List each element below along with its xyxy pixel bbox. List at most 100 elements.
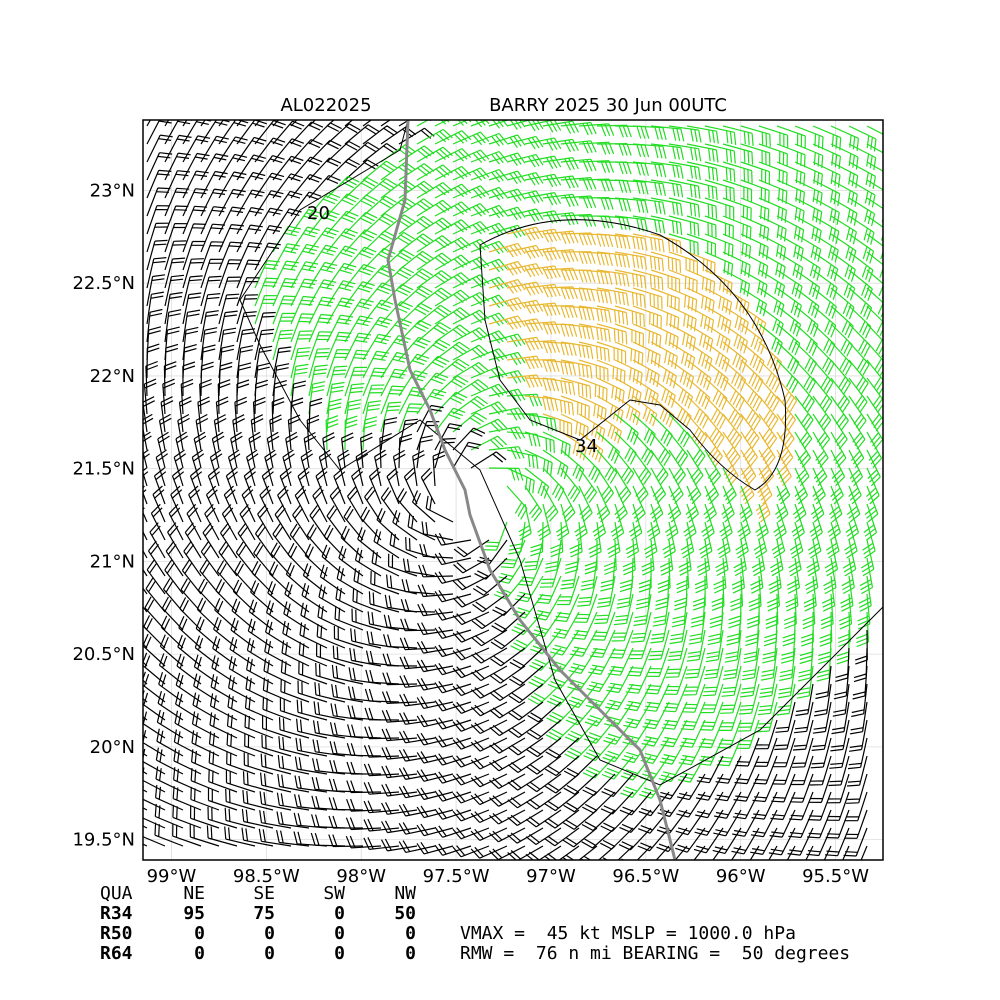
wind-barb	[232, 579, 256, 613]
wind-barb	[848, 305, 872, 339]
wind-barb	[688, 611, 706, 645]
wind-barb	[193, 673, 220, 703]
wind-barb	[732, 791, 760, 820]
wind-barb	[578, 395, 607, 422]
wind-barb	[226, 732, 256, 757]
wind-barb	[254, 242, 281, 271]
wind-barb	[262, 677, 292, 703]
wind-barb	[526, 719, 562, 740]
wind-barb	[290, 139, 323, 163]
wind-barb	[816, 647, 832, 682]
wind-barb	[218, 541, 238, 577]
wind-barb	[276, 811, 310, 829]
wind-barb	[696, 539, 711, 576]
wind-barb	[308, 174, 341, 199]
y-tick-label: 19.5°N	[72, 830, 135, 851]
wind-barb	[344, 246, 377, 271]
wind-barb	[146, 134, 173, 163]
wind-barb	[848, 449, 864, 487]
wind-barb	[776, 395, 797, 431]
wind-barb	[578, 178, 614, 192]
wind-barb	[758, 323, 783, 355]
wind-barb	[740, 215, 770, 241]
wind-barb	[716, 737, 742, 767]
wind-barb	[294, 756, 328, 775]
wind-barb	[316, 623, 346, 649]
wind-barb	[182, 188, 209, 217]
wind-barb	[578, 323, 611, 343]
wind-barb	[180, 378, 194, 415]
wind-barb	[398, 233, 434, 253]
wind-barb	[296, 699, 328, 721]
wind-barb	[452, 441, 481, 469]
wind-barb	[190, 786, 220, 811]
wind-barb	[578, 431, 604, 463]
wind-barb	[560, 195, 597, 209]
wind-barb	[306, 414, 320, 451]
wind-barb	[842, 539, 857, 577]
wind-barb	[182, 223, 207, 253]
wind-barb	[812, 377, 833, 413]
wind-barb	[646, 647, 670, 677]
wind-barb	[272, 346, 292, 379]
wind-barb	[788, 539, 802, 577]
wind-barb	[849, 719, 868, 752]
wind-barb	[506, 120, 544, 132]
wind-barb	[866, 161, 883, 172]
wind-barb	[164, 170, 191, 199]
wind-barb	[758, 215, 787, 242]
wind-barb	[452, 575, 490, 591]
wind-barb	[674, 845, 688, 860]
wind-barb	[452, 701, 490, 714]
wind-barb	[172, 823, 202, 847]
wind-barb	[717, 521, 731, 559]
wind-barb	[146, 274, 166, 307]
wind-barb	[175, 691, 202, 721]
wind-barb	[826, 791, 850, 821]
wind-barb	[866, 377, 883, 413]
wind-barb	[704, 125, 737, 145]
wind-barb	[380, 417, 398, 451]
wind-barb	[709, 593, 724, 629]
wind-barb	[794, 197, 823, 225]
wind-barb	[542, 230, 579, 245]
wind-barb	[668, 233, 699, 256]
wind-barb	[578, 197, 614, 210]
wind-barb	[632, 161, 667, 178]
wind-barb	[398, 180, 435, 199]
wind-barb	[278, 736, 310, 757]
wind-barb	[629, 629, 652, 660]
wind-barb	[650, 215, 683, 236]
wind-barb	[452, 683, 490, 697]
wind-barb	[242, 771, 274, 793]
wind-barb	[362, 350, 390, 379]
row-label: R50	[100, 923, 133, 944]
wind-barb	[493, 575, 526, 600]
wind-barb	[297, 680, 328, 703]
wind-barb	[704, 251, 734, 277]
wind-barb	[755, 485, 771, 523]
wind-barb	[226, 751, 256, 775]
wind-barb	[833, 665, 850, 700]
wind-barb	[295, 737, 328, 757]
wind-barb	[344, 349, 370, 379]
wind-barb	[596, 449, 618, 484]
wind-barb	[254, 120, 286, 145]
wind-barb	[381, 802, 418, 815]
wind-barb	[596, 485, 611, 523]
wind-barb	[524, 137, 562, 151]
wind-barb	[812, 251, 839, 282]
x-tick-label: 99°W	[147, 866, 197, 887]
wind-barb	[722, 161, 753, 184]
wind-barb	[655, 575, 670, 610]
wind-barb	[308, 364, 328, 397]
wind-barb	[530, 629, 562, 655]
wind-barb	[452, 149, 490, 164]
wind-barb	[290, 191, 322, 217]
wind-barb	[741, 647, 760, 681]
wind-barb	[830, 323, 853, 357]
wind-barb	[731, 557, 745, 594]
wind-barb	[791, 755, 814, 786]
wind-barb	[675, 827, 706, 853]
wind-barb	[765, 593, 779, 629]
